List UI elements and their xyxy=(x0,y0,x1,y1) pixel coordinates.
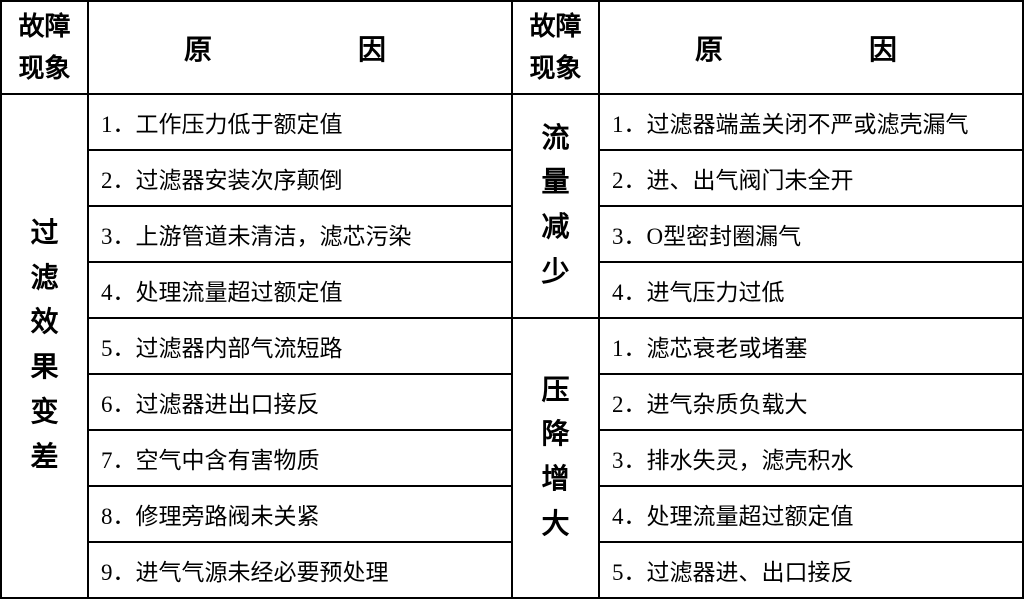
header-text: 现象 xyxy=(19,48,71,90)
reason-cell: 5．过滤器进、出口接反 xyxy=(599,542,1023,598)
reason-cell: 3．上游管道未清洁，滤芯污染 xyxy=(88,206,512,262)
reason-cell: 1．工作压力低于额定值 xyxy=(88,94,512,150)
phenomenon-char: 降 xyxy=(541,413,569,458)
reason-cell: 6．过滤器进出口接反 xyxy=(88,374,512,430)
header-phenomenon-right: 故障 现象 xyxy=(512,1,599,94)
phenomenon-char: 少 xyxy=(541,251,569,296)
reason-cell: 9．进气气源未经必要预处理 xyxy=(88,542,512,598)
reason-cell: 2．过滤器安装次序颠倒 xyxy=(88,150,512,206)
reason-cell: 1．滤芯衰老或堵塞 xyxy=(599,318,1023,374)
table-row: 过 滤 效 果 变 差 1．工作压力低于额定值 流 量 减 少 1．过滤器端盖关… xyxy=(1,94,1023,150)
phenomenon-char: 量 xyxy=(541,161,569,206)
header-text: 故障 xyxy=(19,6,71,48)
phenomenon-char: 滤 xyxy=(31,257,59,302)
fault-table-container: 故障 现象 原 因 故障 现象 原 因 过 滤 效 果 变 xyxy=(0,0,1024,598)
reason-cell: 2．进、出气阀门未全开 xyxy=(599,150,1023,206)
phenomenon-char: 大 xyxy=(541,503,569,548)
phenomenon-char: 果 xyxy=(31,346,59,391)
reason-cell: 1．过滤器端盖关闭不严或滤壳漏气 xyxy=(599,94,1023,150)
phenomenon-char: 效 xyxy=(31,301,59,346)
phenomenon-char: 增 xyxy=(541,458,569,503)
reason-cell: 4．处理流量超过额定值 xyxy=(599,486,1023,542)
header-phenomenon-left: 故障 现象 xyxy=(1,1,88,94)
phenomenon-right-top: 流 量 减 少 xyxy=(512,94,599,318)
phenomenon-char: 变 xyxy=(31,391,59,436)
header-reason-left: 原 因 xyxy=(88,1,512,94)
reason-cell: 3．O型密封圈漏气 xyxy=(599,206,1023,262)
reason-cell: 3．排水失灵，滤壳积水 xyxy=(599,430,1023,486)
reason-cell: 4．处理流量超过额定值 xyxy=(88,262,512,318)
reason-cell: 7．空气中含有害物质 xyxy=(88,430,512,486)
phenomenon-left: 过 滤 效 果 变 差 xyxy=(1,94,88,598)
fault-diagnosis-table: 故障 现象 原 因 故障 现象 原 因 过 滤 效 果 变 xyxy=(0,0,1024,599)
reason-cell: 8．修理旁路阀未关紧 xyxy=(88,486,512,542)
phenomenon-right-bottom: 压 降 增 大 xyxy=(512,318,599,598)
header-text: 故障 xyxy=(529,6,581,48)
header-row: 故障 现象 原 因 故障 现象 原 因 xyxy=(1,1,1023,94)
phenomenon-char: 流 xyxy=(541,117,569,162)
reason-cell: 4．进气压力过低 xyxy=(599,262,1023,318)
phenomenon-char: 压 xyxy=(541,369,569,414)
reason-cell: 2．进气杂质负载大 xyxy=(599,374,1023,430)
table-row: 5．过滤器内部气流短路 压 降 增 大 1．滤芯衰老或堵塞 xyxy=(1,318,1023,374)
header-text: 现象 xyxy=(529,48,581,90)
header-reason-right: 原 因 xyxy=(599,1,1023,94)
phenomenon-char: 减 xyxy=(541,206,569,251)
reason-cell: 5．过滤器内部气流短路 xyxy=(88,318,512,374)
phenomenon-char: 差 xyxy=(31,436,59,481)
phenomenon-char: 过 xyxy=(31,212,59,257)
